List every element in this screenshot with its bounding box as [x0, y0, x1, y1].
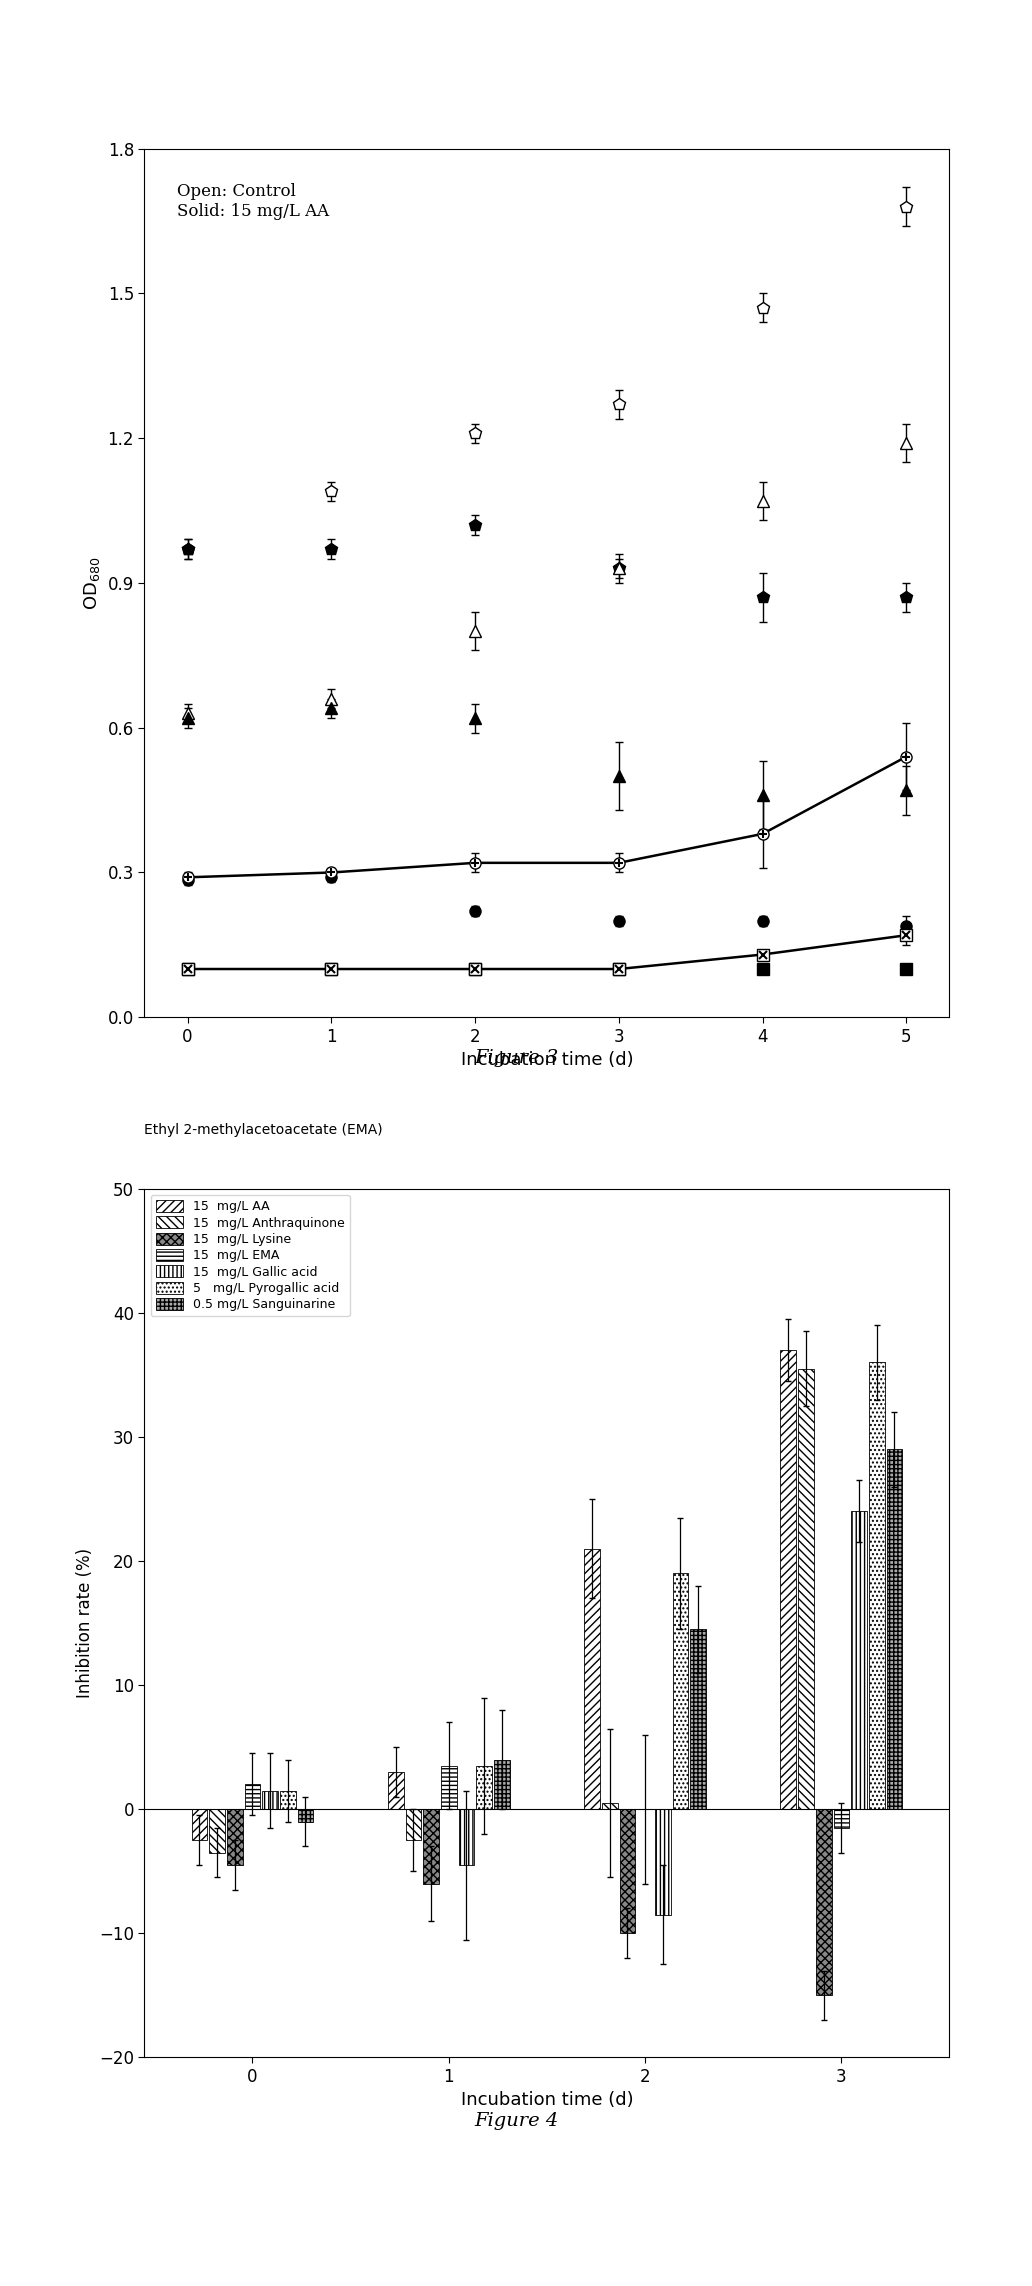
- Bar: [476, 1765, 492, 1808]
- Bar: [494, 1760, 510, 1808]
- Bar: [388, 1772, 404, 1808]
- Bar: [406, 1808, 421, 1840]
- X-axis label: Incubation time (d): Incubation time (d): [460, 2092, 634, 2110]
- Bar: [886, 1449, 902, 1808]
- Bar: [655, 1808, 671, 1916]
- Bar: [209, 1808, 225, 1852]
- Bar: [816, 1808, 832, 1996]
- Bar: [602, 1804, 618, 1808]
- Bar: [869, 1362, 884, 1808]
- Bar: [673, 1573, 688, 1808]
- Y-axis label: Inhibition rate (%): Inhibition rate (%): [75, 1548, 94, 1698]
- Bar: [798, 1369, 814, 1808]
- Bar: [227, 1808, 243, 1865]
- Bar: [851, 1511, 867, 1808]
- Bar: [458, 1808, 475, 1865]
- Bar: [690, 1630, 706, 1808]
- Bar: [441, 1765, 457, 1808]
- Text: Open: Control
Solid: 15 mg/L AA: Open: Control Solid: 15 mg/L AA: [176, 183, 329, 219]
- Bar: [262, 1790, 278, 1808]
- Bar: [584, 1548, 600, 1808]
- Bar: [280, 1790, 296, 1808]
- Text: Figure 3: Figure 3: [474, 1049, 558, 1068]
- Y-axis label: OD$_{680}$: OD$_{680}$: [82, 555, 102, 610]
- X-axis label: Incubation time (d): Incubation time (d): [460, 1052, 634, 1070]
- Bar: [297, 1808, 314, 1822]
- Bar: [780, 1351, 797, 1808]
- Text: Figure 4: Figure 4: [474, 2112, 558, 2131]
- Text: Ethyl 2-methylacetoacetate (EMA): Ethyl 2-methylacetoacetate (EMA): [144, 1122, 383, 1136]
- Bar: [619, 1808, 636, 1934]
- Bar: [192, 1808, 207, 1840]
- Legend: 15  mg/L AA, 15  mg/L Anthraquinone, 15  mg/L Lysine, 15  mg/L EMA, 15  mg/L Gal: 15 mg/L AA, 15 mg/L Anthraquinone, 15 mg…: [151, 1196, 350, 1317]
- Bar: [423, 1808, 439, 1884]
- Bar: [245, 1785, 260, 1808]
- Bar: [834, 1808, 849, 1829]
